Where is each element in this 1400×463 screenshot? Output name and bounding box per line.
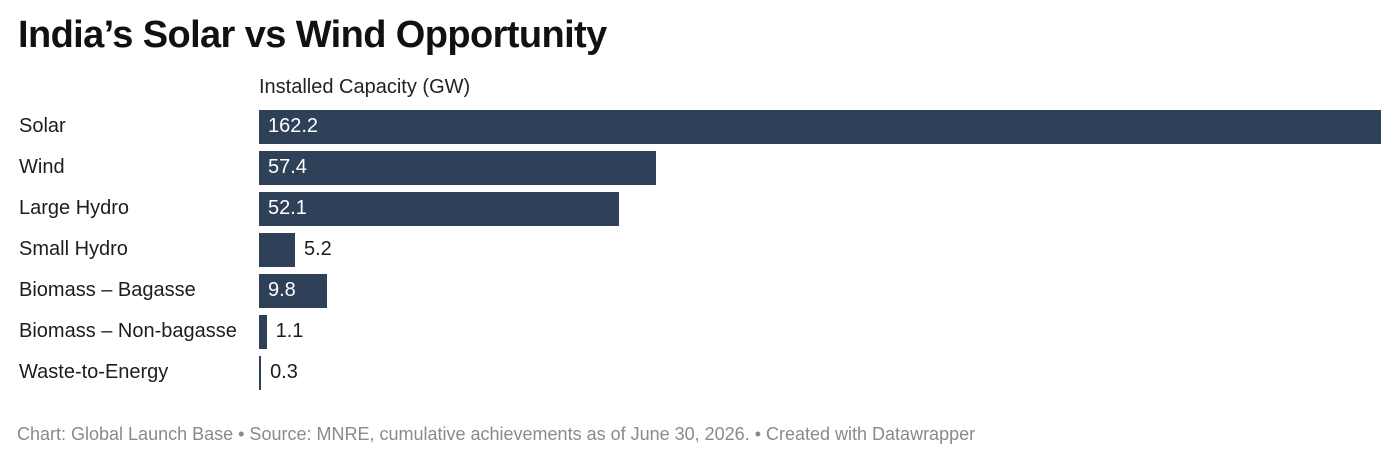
value-label: 9.8 (268, 279, 296, 301)
category-label: Large Hydro (19, 197, 130, 219)
bar (259, 274, 327, 308)
bar (259, 315, 267, 349)
value-label: 162.2 (268, 115, 319, 137)
value-label: 1.1 (275, 320, 304, 342)
bar (259, 151, 657, 185)
category-label: Waste-to-Energy (19, 361, 169, 383)
bar (259, 110, 1381, 144)
value-label: 5.2 (303, 238, 332, 260)
value-label: 52.1 (268, 197, 307, 219)
bar (259, 192, 620, 226)
category-label: Solar (19, 115, 66, 137)
bar (259, 233, 295, 267)
category-label: Biomass – Bagasse (19, 279, 196, 301)
chart-title: India’s Solar vs Wind Opportunity (18, 14, 607, 56)
column-header: Installed Capacity (GW) (259, 76, 471, 98)
value-label: 0.3 (270, 361, 298, 383)
value-label: 57.4 (268, 156, 307, 178)
bar (259, 356, 262, 390)
category-label: Small Hydro (19, 238, 128, 260)
category-label: Biomass – Non-bagasse (19, 320, 237, 342)
category-label: Wind (19, 156, 65, 178)
chart-footer: Chart: Global Launch Base • Source: MNRE… (17, 424, 976, 444)
